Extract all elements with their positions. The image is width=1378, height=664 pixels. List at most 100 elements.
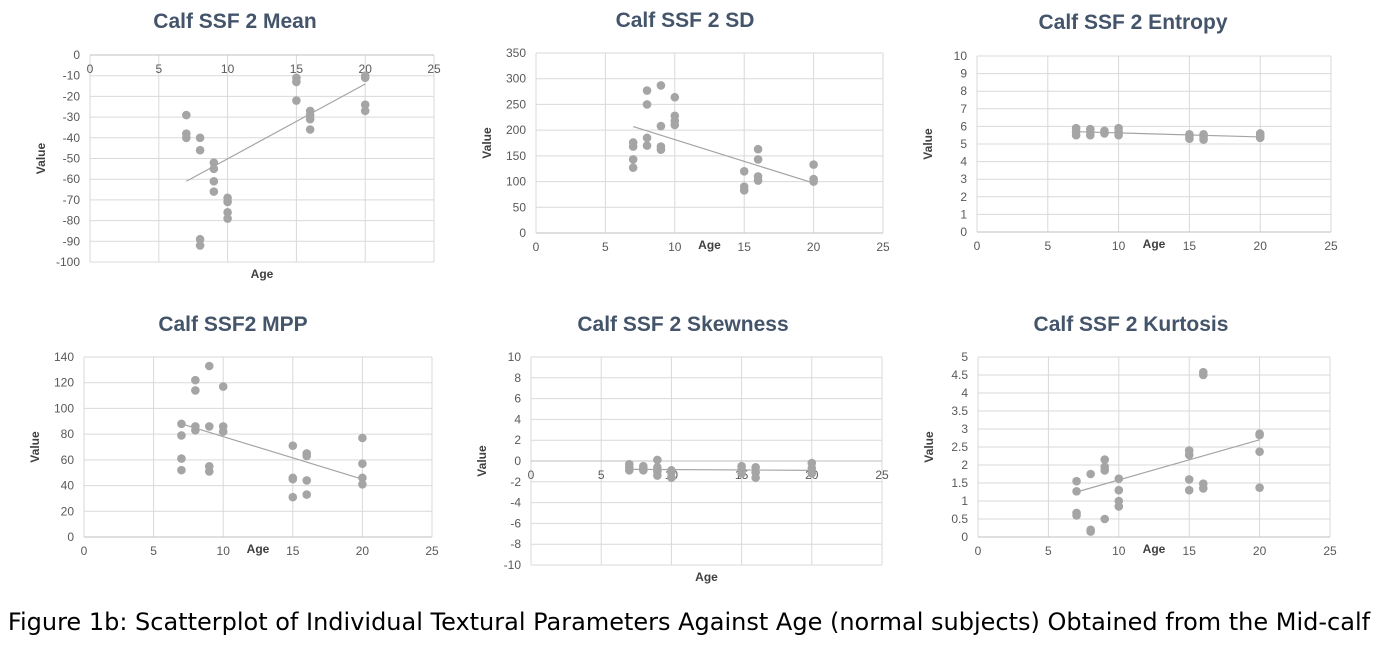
chart3-x-tick-label: 15 <box>1183 239 1197 253</box>
chart2-data-point <box>809 160 818 169</box>
chart5-data-point <box>653 455 662 465</box>
chart5-x-tick-label: 5 <box>598 468 605 482</box>
chart5-x-tick-label: 25 <box>875 468 889 482</box>
chart4-data-point <box>288 492 298 502</box>
chart6-y-axis-title: Value <box>922 431 936 463</box>
chart3-x-tick-label: 25 <box>1324 239 1338 253</box>
chart1-data-point <box>182 133 191 143</box>
chart4-y-tick-label: 120 <box>54 376 74 390</box>
chart4-x-tick-label: 0 <box>81 544 88 558</box>
chart3-x-tick-label: 5 <box>1044 239 1051 253</box>
chart3-data-point <box>1255 129 1265 138</box>
chart2-data-point <box>739 182 749 192</box>
chart4-data-point <box>358 479 367 489</box>
chart5-data-point <box>667 473 676 482</box>
chart4-data-point <box>177 465 186 475</box>
chart5-y-tick-label: 4 <box>514 412 521 426</box>
chart2-data-point <box>809 174 818 184</box>
chart2-data-point <box>739 166 749 176</box>
chart4-data-point <box>218 382 228 391</box>
chart5-data-point <box>624 466 634 475</box>
chart2-x-axis-title: Age <box>698 238 721 252</box>
chart5-data-point <box>751 473 760 482</box>
chart6-data-point <box>1198 367 1208 377</box>
chart2-x-tick-label: 15 <box>738 240 752 254</box>
chart1-data-point <box>209 158 219 167</box>
chart3-data-point <box>1071 123 1081 133</box>
chart1-x-axis-title: Age <box>251 267 274 281</box>
chart1-data-point <box>195 241 205 250</box>
chart4-x-axis-title: Age <box>247 542 270 556</box>
chart6-data-point <box>1114 496 1124 506</box>
chart1-y-tick-label: -50 <box>63 152 81 166</box>
chart2-x-tick-label: 10 <box>668 240 682 254</box>
chart6-x-tick-label: 5 <box>1045 544 1052 558</box>
chart3-data-point <box>1100 126 1109 136</box>
chart1-data-point <box>360 106 370 116</box>
chart2-y-tick-label: 0 <box>519 226 526 240</box>
chart6-data-point <box>1100 462 1110 472</box>
chart4-x-tick-label: 25 <box>425 544 439 558</box>
chart1-data-point <box>223 197 232 207</box>
chart2-y-tick-label: 300 <box>506 72 526 86</box>
chart2-x-tick-label: 20 <box>807 240 821 254</box>
chart6-y-tick-label: 2.5 <box>951 440 968 454</box>
chart4-data-point <box>302 449 312 458</box>
chart3-x-axis-title: Age <box>1143 237 1166 251</box>
chart4-y-tick-label: 140 <box>54 350 74 364</box>
chart4-data-point <box>288 473 298 483</box>
chart6-data-point <box>1255 429 1264 438</box>
chart4-y-tick-label: 80 <box>61 427 75 441</box>
chart3-y-axis-title: Value <box>921 128 935 160</box>
chart6-data-point <box>1255 447 1264 456</box>
chart5-data-point <box>737 469 746 478</box>
chart2-y-axis-title: Value <box>480 127 494 159</box>
chart5-y-axis-title: Value <box>475 445 489 477</box>
chart2-x-tick-label: 25 <box>876 240 890 254</box>
chart6-data-point <box>1086 469 1095 479</box>
chart2-y-tick-label: 350 <box>506 46 526 60</box>
chart6-data-point <box>1184 446 1194 455</box>
chart6-data-point <box>1198 479 1208 489</box>
chart1-data-point <box>292 77 301 87</box>
chart2-data-point <box>642 100 652 109</box>
chart5-y-tick-label: -2 <box>510 475 521 489</box>
chart5-y-tick-label: 8 <box>514 371 521 385</box>
chart2-data-point <box>753 144 763 154</box>
chart1-x-tick-label: 15 <box>290 62 304 76</box>
chart6-y-tick-label: 0 <box>961 530 968 544</box>
chart4-x-tick-label: 15 <box>286 544 300 558</box>
chart3-data-point <box>1185 130 1194 139</box>
chart4-data-point <box>204 461 214 471</box>
figure-caption: Figure 1b: Scatterplot of Individual Tex… <box>7 608 1371 636</box>
chart4-y-axis-title: Value <box>28 431 42 463</box>
chart4-data-point <box>288 441 298 451</box>
chart6-x-tick-label: 10 <box>1112 544 1126 558</box>
chart6-data-point <box>1072 508 1081 518</box>
chart4-y-tick-label: 60 <box>61 453 75 467</box>
chart2-y-tick-label: 250 <box>506 97 526 111</box>
chart6-y-tick-label: 4 <box>961 386 968 400</box>
chart3-data-point <box>1199 130 1208 139</box>
chart4-data-point <box>177 454 186 463</box>
chart5-y-tick-label: 6 <box>514 392 521 406</box>
chart1-y-tick-label: -70 <box>63 193 81 207</box>
chart5-data-point <box>639 466 648 475</box>
chart1-data-point <box>292 96 301 105</box>
chart4-x-tick-label: 10 <box>217 544 231 558</box>
chart2-data-point <box>656 81 666 90</box>
chart1-data-point <box>209 176 219 186</box>
chart6-data-point <box>1114 474 1124 483</box>
chart4-y-tick-label: 20 <box>61 504 75 518</box>
chart6-data-point <box>1072 476 1081 486</box>
chart4-data-point <box>358 433 367 443</box>
chart1-data-point <box>223 214 232 223</box>
chart1-y-tick-label: -80 <box>63 214 81 228</box>
chart3-x-tick-label: 0 <box>974 239 981 253</box>
chart3-y-tick-label: 4 <box>960 155 967 169</box>
chart6-y-tick-label: 5 <box>961 350 968 364</box>
chart1-x-tick-label: 5 <box>155 62 162 76</box>
chart2-data-point <box>670 92 680 102</box>
chart5-data-point <box>653 471 662 480</box>
